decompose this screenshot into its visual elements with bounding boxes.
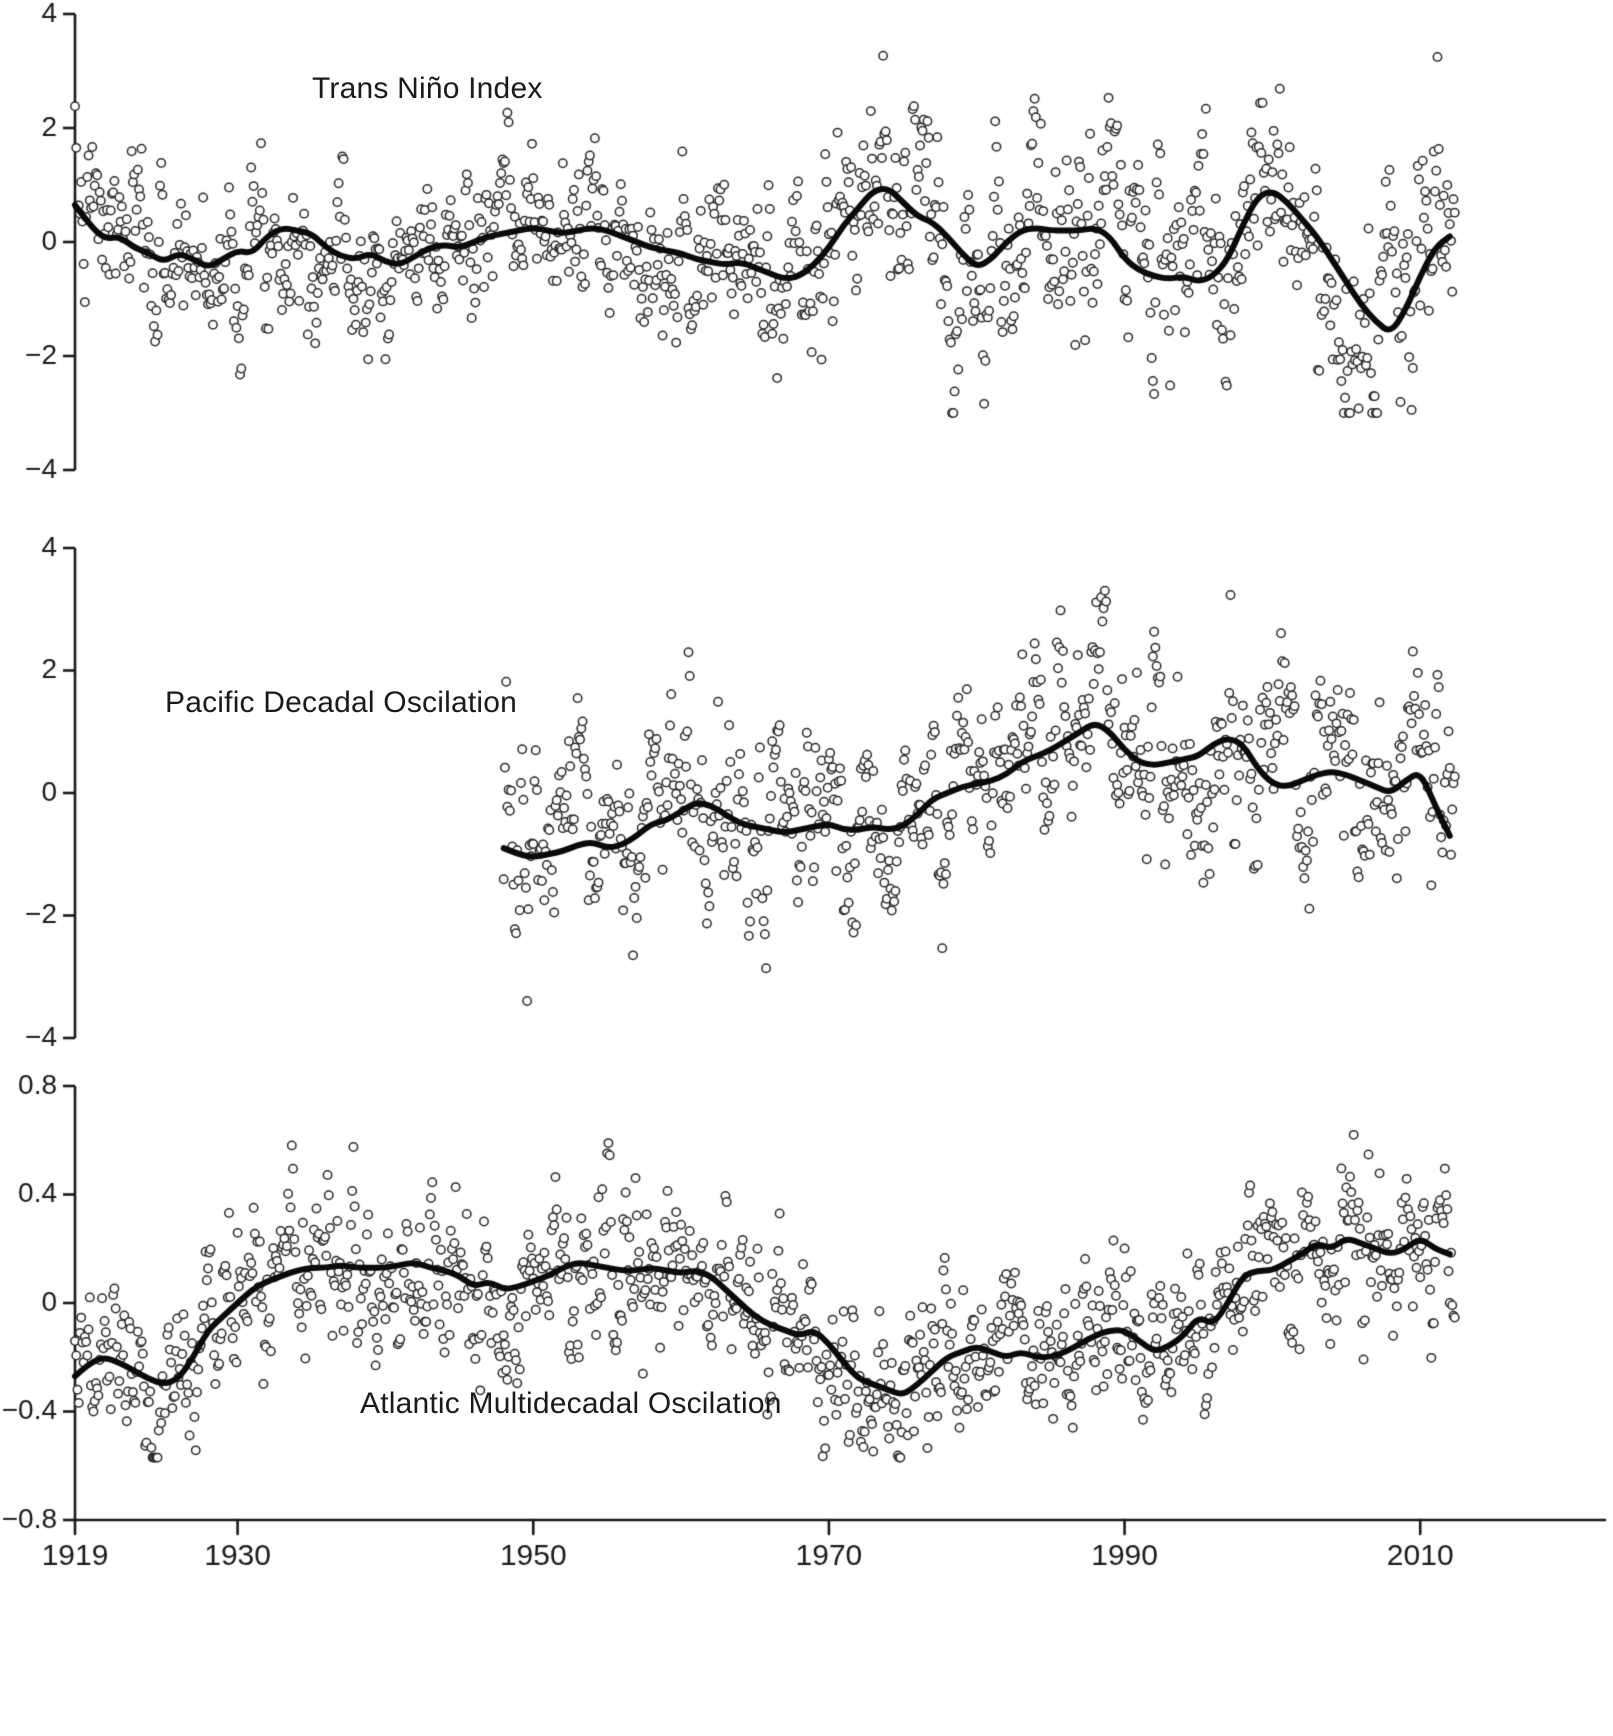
panel-title-atlantic-multidecadal-oscillation: Atlantic Multidecadal Oscilation [360,1387,782,1420]
panel-title-pacific-decadal-oscillation: Pacific Decadal Oscilation [165,686,518,719]
panel-title-trans-nino-index: Trans Niño Index [312,72,543,105]
